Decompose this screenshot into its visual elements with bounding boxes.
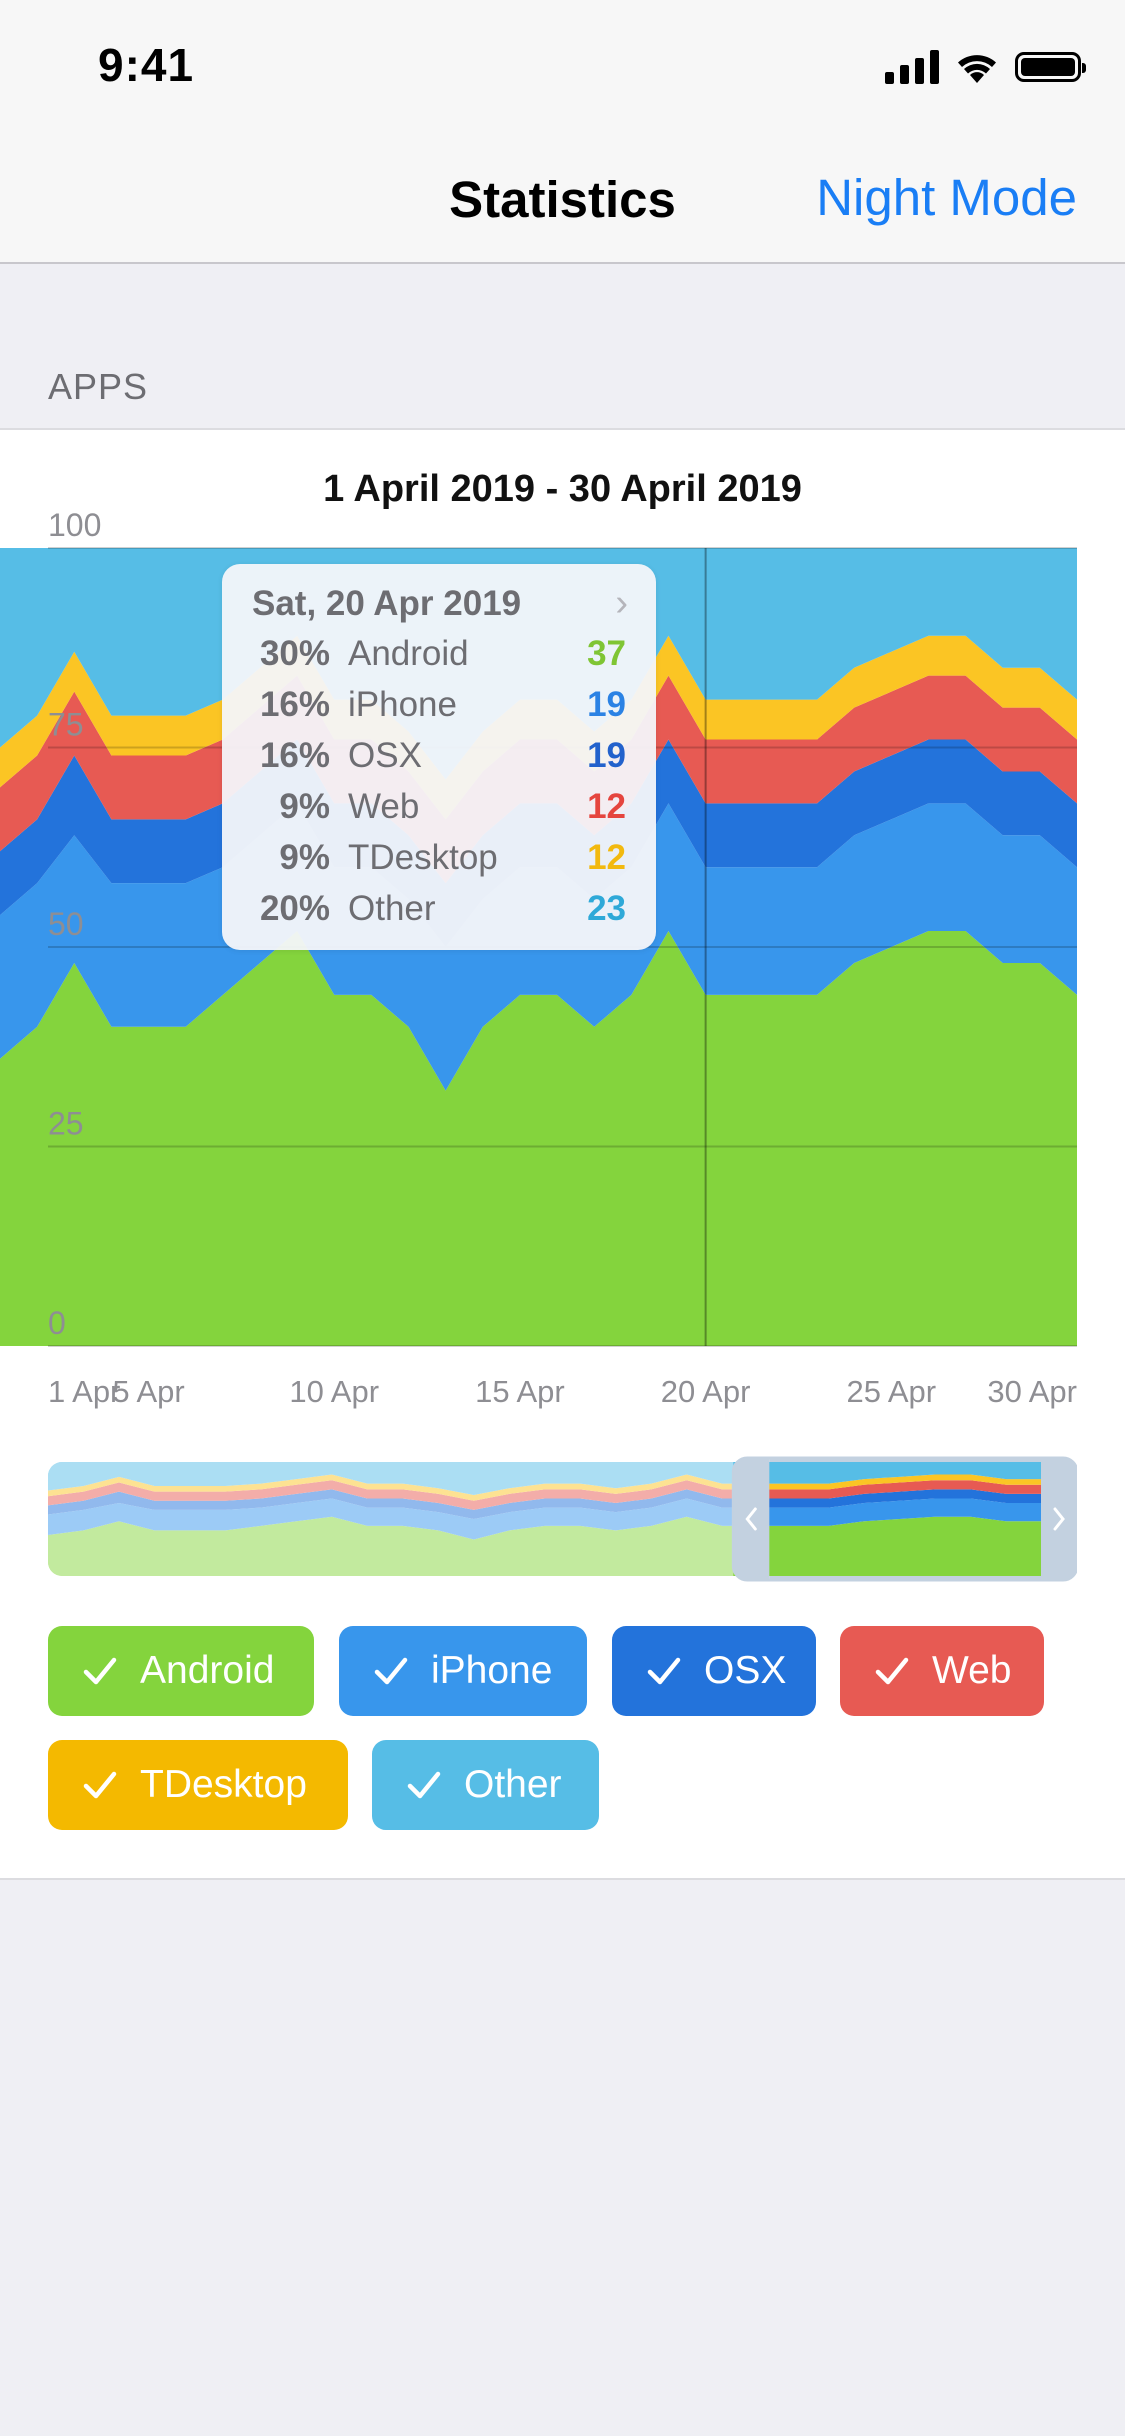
checkmark-icon <box>407 1771 441 1799</box>
range-overview[interactable] <box>48 1456 1077 1582</box>
tooltip-series-name: TDesktop <box>348 838 498 877</box>
x-axis-label: 20 Apr <box>661 1374 751 1409</box>
tooltip-row-web: 9% Web 12 <box>222 787 656 837</box>
overview-dim-left <box>48 1462 734 1576</box>
night-mode-button[interactable]: Night Mode <box>816 169 1077 226</box>
checkmark-icon <box>647 1657 681 1685</box>
status-time: 9:41 <box>98 39 195 91</box>
y-axis-label: 50 <box>48 906 84 942</box>
checkmark-icon <box>875 1657 909 1685</box>
toggle-label: iPhone <box>431 1649 553 1692</box>
chart-card: 100 75 50 25 0 1 Apr 5 Apr 10 Apr 15 Apr 20 Apr 25… <box>0 428 1125 1880</box>
status-icons <box>885 50 1086 84</box>
battery-icon <box>1015 52 1086 82</box>
tooltip-date: Sat, 20 Apr 2019 <box>252 584 522 623</box>
tooltip-percent: 9% <box>279 838 330 877</box>
toggle-tdesktop[interactable]: TDesktop <box>48 1740 348 1830</box>
tooltip-value: 23 <box>587 889 626 928</box>
tooltip-row-osx: 16% OSX 19 <box>222 736 656 786</box>
area-android <box>0 931 1077 1346</box>
toggle-label: Web <box>932 1649 1012 1692</box>
checkmark-icon <box>374 1657 408 1685</box>
tooltip-series-name: OSX <box>348 736 422 775</box>
section-header: APPS <box>48 366 149 407</box>
y-axis-label: 100 <box>48 507 101 543</box>
wifi-icon <box>958 55 996 83</box>
toggle-iphone[interactable]: iPhone <box>339 1626 587 1716</box>
tooltip-series-name: iPhone <box>348 685 457 724</box>
tooltip-value: 37 <box>587 634 626 673</box>
chart-tooltip[interactable]: Sat, 20 Apr 2019 › 30% Android 37 16% iPhone… <box>222 564 656 950</box>
x-axis-label: 10 Apr <box>289 1374 379 1409</box>
tooltip-percent: 30% <box>259 634 330 673</box>
tooltip-percent: 16% <box>259 736 330 775</box>
cellular-signal-icon <box>885 50 939 84</box>
toggle-android[interactable]: Android <box>48 1626 314 1716</box>
navigation-bar: Statistics Night Mode <box>0 132 1125 264</box>
page-title: Statistics <box>449 171 676 228</box>
x-axis-label: 15 Apr <box>475 1374 565 1409</box>
toggle-web[interactable]: Web <box>840 1626 1044 1716</box>
chevron-right-icon: › <box>615 582 628 624</box>
toggle-osx[interactable]: OSX <box>612 1626 816 1716</box>
overview-handle-left[interactable] <box>733 1458 770 1580</box>
chevron-left-icon <box>745 1507 757 1531</box>
tooltip-row-android: 30% Android 37 <box>222 634 656 684</box>
checkmark-icon <box>83 1771 117 1799</box>
tooltip-series-name: Android <box>348 634 469 673</box>
toggle-label: TDesktop <box>140 1763 307 1806</box>
tooltip-percent: 9% <box>279 787 330 826</box>
toggle-other[interactable]: Other <box>372 1740 599 1830</box>
toggle-label: Other <box>464 1763 562 1806</box>
toggle-label: OSX <box>704 1649 787 1692</box>
tooltip-series-name: Web <box>348 787 420 826</box>
checkmark-icon <box>83 1657 117 1685</box>
y-axis-label: 75 <box>48 707 84 743</box>
x-axis-label: 30 Apr <box>987 1374 1077 1409</box>
overview-selection-window[interactable] <box>731 1456 1077 1582</box>
toggle-label: Android <box>140 1649 275 1692</box>
tooltip-row-iphone: 16% iPhone 19 <box>222 685 656 735</box>
x-axis-label: 1 Apr <box>48 1374 120 1409</box>
tooltip-value: 19 <box>587 736 626 775</box>
tooltip-value: 19 <box>587 685 626 724</box>
tooltip-percent: 20% <box>259 889 330 928</box>
tooltip-row-tdesktop: 9% TDesktop 12 <box>222 838 656 888</box>
tooltip-percent: 16% <box>259 685 330 724</box>
chart-date-range: 1 April 2019 - 30 April 2019 <box>323 468 802 510</box>
x-axis-label: 25 Apr <box>846 1374 936 1409</box>
tooltip-value: 12 <box>587 787 626 826</box>
overview-handle-right[interactable] <box>1041 1458 1077 1580</box>
y-axis-label: 0 <box>48 1305 66 1341</box>
tooltip-row-other: 20% Other 23 <box>222 889 656 939</box>
tooltip-value: 12 <box>587 838 626 877</box>
status-bar: 9:41 <box>0 0 1125 132</box>
x-axis-label: 5 Apr <box>112 1374 184 1409</box>
chevron-right-icon <box>1053 1507 1065 1531</box>
y-axis-label: 25 <box>48 1106 84 1142</box>
tooltip-series-name: Other <box>348 889 436 928</box>
